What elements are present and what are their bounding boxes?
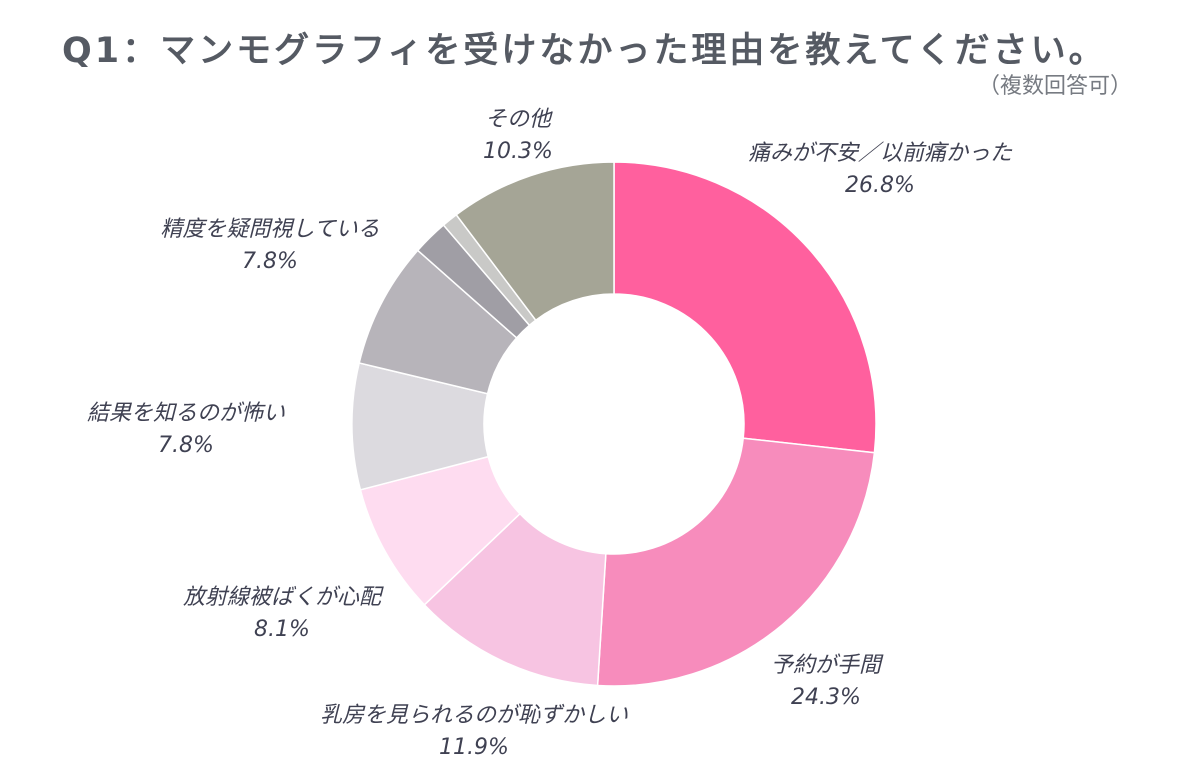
slice-value-label: 10.3% xyxy=(483,139,553,164)
slice-label: 痛みが不安／以前痛かった xyxy=(748,141,1013,166)
slice-label: 放射線被ばくが心配 xyxy=(183,585,384,610)
slice-value-label: 8.1% xyxy=(254,617,310,642)
chart-subtitle: （複数回答可） xyxy=(977,74,1132,99)
slice-value-label: 7.8% xyxy=(242,249,298,274)
slice-label: その他 xyxy=(485,107,553,132)
donut-slice xyxy=(455,161,615,322)
slice-label: 予約が手間 xyxy=(771,653,884,678)
slice-label: 結果を知るのが怖い xyxy=(87,401,285,426)
slice-value-label: 11.9% xyxy=(439,735,509,760)
donut-slices xyxy=(351,161,877,687)
chart-title: Q1：マンモグラフィを受けなかった理由を教えてください。 xyxy=(62,31,1107,71)
slice-value-label: 7.8% xyxy=(158,433,214,458)
slice-value-label: 24.3% xyxy=(791,685,861,710)
donut-slice xyxy=(596,437,876,687)
slice-label: 精度を疑問視している xyxy=(160,217,379,242)
donut-labels: 痛みが不安／以前痛かった 26.8% 予約が手間 24.3% 乳房を見られるのが恥ずかし… xyxy=(87,107,1013,760)
donut-slice xyxy=(613,161,877,454)
slice-label: 乳房を見られるのが恥ずかしい xyxy=(320,703,628,728)
slice-value-label: 26.8% xyxy=(845,173,915,198)
